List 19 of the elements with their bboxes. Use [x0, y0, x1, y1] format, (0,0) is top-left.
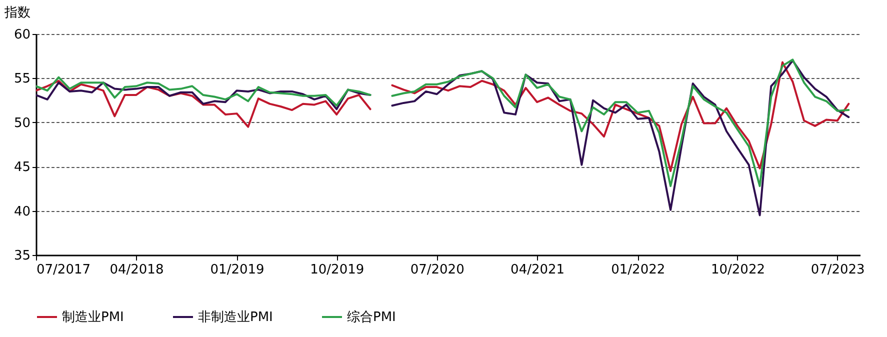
x-tick-label: 04/2021	[510, 262, 565, 278]
x-tick-label: 10/2022	[710, 262, 765, 278]
x-tick-label: 07/2020	[410, 262, 464, 278]
y-tick-label: 45	[14, 160, 30, 176]
x-tick-label: 04/2018	[110, 262, 164, 278]
legend-label: 非制造业PMI	[198, 310, 273, 325]
x-tick-label: 01/2022	[611, 262, 666, 278]
x-tick-label: 07/2017	[36, 262, 91, 278]
y-axis-title: 指数	[4, 6, 30, 20]
legend-label: 制造业PMI	[62, 310, 124, 325]
x-tick-label: 01/2019	[210, 262, 264, 278]
y-tick-label: 40	[14, 204, 30, 220]
y-tick-label: 60	[14, 28, 30, 42]
y-tick-label: 55	[14, 72, 30, 87]
y-tick-label: 50	[14, 116, 30, 131]
y-tick-label: 35	[14, 248, 30, 264]
x-tick-label: 10/2019	[310, 262, 364, 278]
x-tick-label: 07/2023	[810, 262, 865, 278]
legend-label: 综合PMI	[347, 310, 396, 325]
